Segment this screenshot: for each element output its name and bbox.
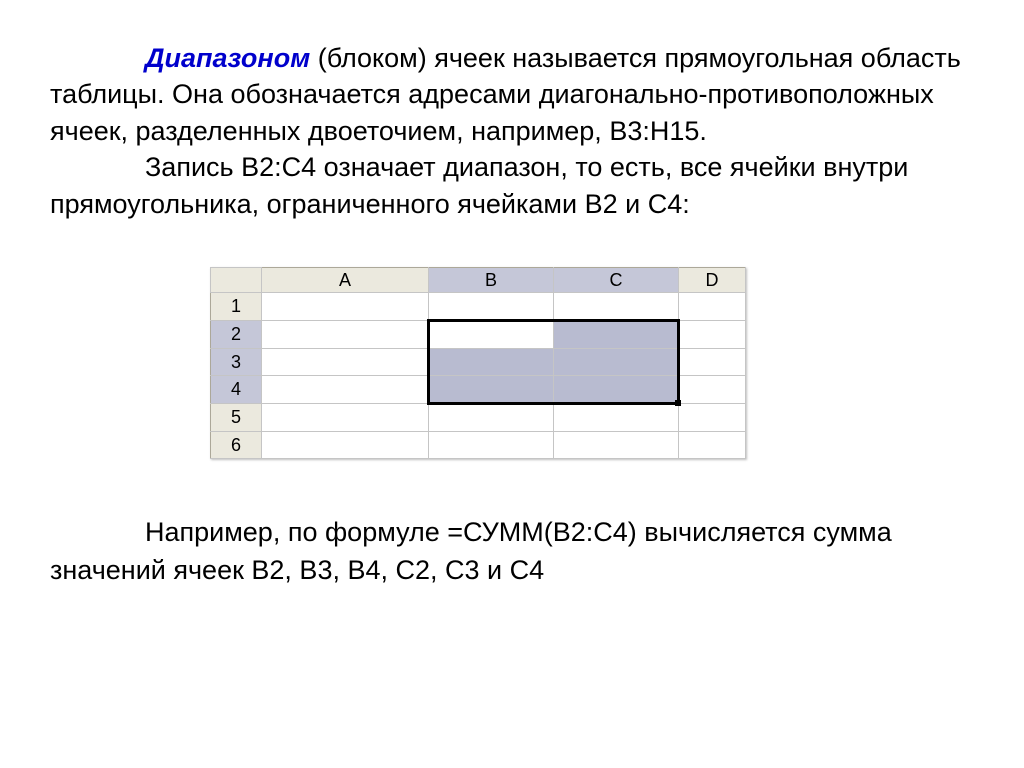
cell-C1 <box>554 293 679 321</box>
cell-D4 <box>679 376 746 404</box>
term-range: Диапазоном <box>145 43 310 73</box>
cell-C2 <box>554 321 679 349</box>
cell-B3 <box>429 349 554 376</box>
cell-D3 <box>679 349 746 376</box>
cell-A5 <box>262 404 429 432</box>
row-header-2: 2 <box>211 321 262 349</box>
row-header-6: 6 <box>211 432 262 459</box>
col-header-B: B <box>429 268 554 293</box>
cell-D6 <box>679 432 746 459</box>
row-header-5: 5 <box>211 404 262 432</box>
cell-A4 <box>262 376 429 404</box>
row-header-3: 3 <box>211 349 262 376</box>
cell-A6 <box>262 432 429 459</box>
p1b-text: Запись B2:C4 означает диапазон, то есть,… <box>50 152 908 218</box>
spreadsheet-grid: A B C D 1 2 3 <box>210 267 746 459</box>
row-header-1: 1 <box>211 293 262 321</box>
p2-text: Например, по формуле =СУММ(B2:C4) вычисл… <box>50 517 892 585</box>
cell-C5 <box>554 404 679 432</box>
cell-A1 <box>262 293 429 321</box>
paragraph-1: Диапазоном (блоком) ячеек называется пря… <box>50 40 974 222</box>
col-header-D: D <box>679 268 746 293</box>
corner-cell <box>211 268 262 293</box>
fill-handle <box>675 400 681 406</box>
row-header-4: 4 <box>211 376 262 404</box>
column-header-row: A B C D <box>211 268 746 293</box>
cell-C3 <box>554 349 679 376</box>
cell-C6 <box>554 432 679 459</box>
spreadsheet-screenshot: A B C D 1 2 3 <box>210 267 746 459</box>
cell-A3 <box>262 349 429 376</box>
cell-D1 <box>679 293 746 321</box>
cell-B2-active <box>429 321 554 349</box>
cell-B1 <box>429 293 554 321</box>
cell-D5 <box>679 404 746 432</box>
cell-B4 <box>429 376 554 404</box>
paragraph-2: Например, по формуле =СУММ(B2:C4) вычисл… <box>50 514 974 590</box>
col-header-A: A <box>262 268 429 293</box>
cell-C4 <box>554 376 679 404</box>
cell-B5 <box>429 404 554 432</box>
cell-A2 <box>262 321 429 349</box>
cell-B6 <box>429 432 554 459</box>
cell-D2 <box>679 321 746 349</box>
col-header-C: C <box>554 268 679 293</box>
